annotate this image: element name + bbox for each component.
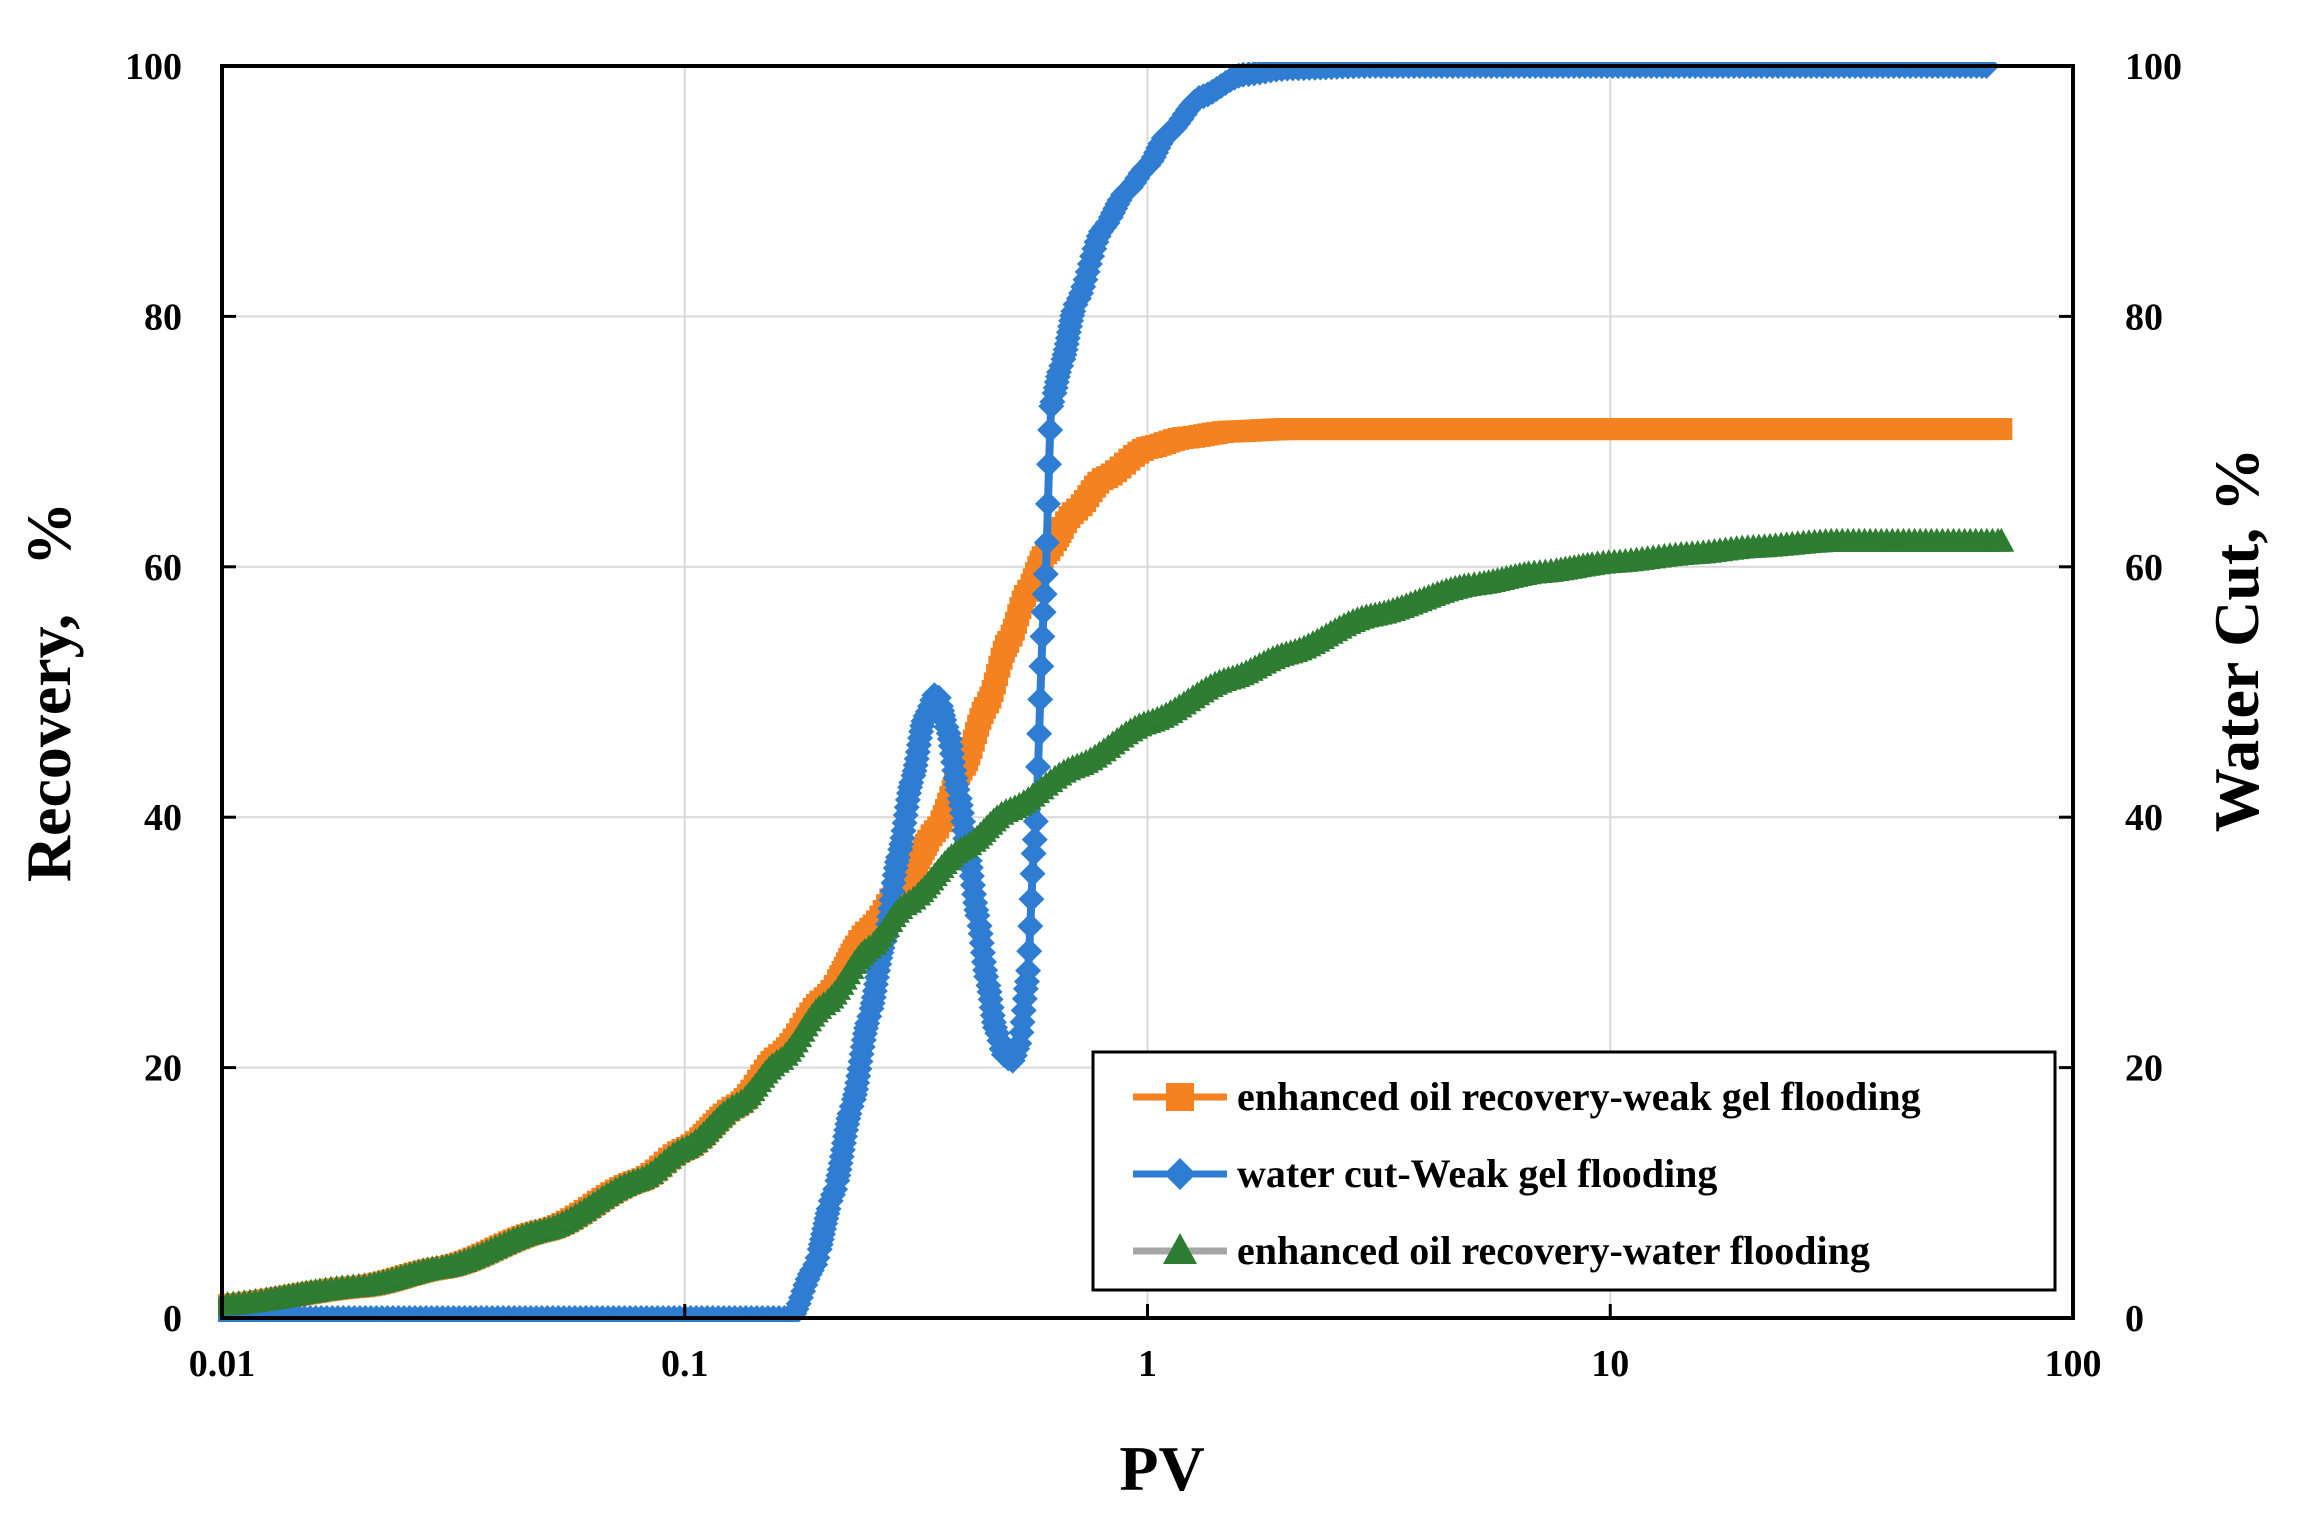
x-tick-label: 100	[2045, 1343, 2102, 1385]
data-point-diamond	[1026, 720, 1053, 747]
legend-label-2: water cut-Weak gel flooding	[1237, 1151, 1717, 1196]
y-left-tick-label: 100	[125, 46, 182, 88]
data-point-diamond	[1033, 529, 1060, 556]
x-tick-label: 10	[1591, 1343, 1629, 1385]
y-right-tick-label: 40	[2125, 797, 2163, 839]
series-3	[218, 527, 2015, 1316]
y-left-tick-label: 40	[144, 797, 182, 839]
y-right-tick-label: 0	[2125, 1298, 2144, 1340]
y-right-tick-label: 20	[2125, 1048, 2163, 1090]
x-tick-label: 1	[1138, 1343, 1157, 1385]
legend-item-water-cut: water cut-Weak gel flooding	[1133, 1151, 1717, 1196]
legend-label-3: enhanced oil recovery-water flooding	[1237, 1228, 1870, 1273]
data-point-diamond	[1037, 416, 1064, 443]
ticks	[220, 64, 2075, 1320]
y-left-tick-label: 80	[144, 296, 182, 338]
data-point-diamond	[1032, 561, 1059, 588]
y-right-tick-label: 60	[2125, 547, 2163, 589]
data-point-diamond	[1027, 686, 1054, 713]
data-point-diamond	[1019, 860, 1046, 887]
data-point-diamond	[1017, 913, 1044, 940]
data-point-triangle	[1988, 527, 2015, 552]
tick-labels: 0.01 0.1 1 10 100 0 20 40 60 80 100 0 20 40 60 80 100	[125, 46, 2182, 1385]
data-point-diamond	[1028, 653, 1055, 680]
data-point-diamond	[1031, 581, 1058, 608]
y-left-tick-label: 0	[163, 1298, 182, 1340]
y-left-tick-label: 60	[144, 547, 182, 589]
legend-item-weak-gel-recovery: enhanced oil recovery-weak gel flooding	[1133, 1074, 1921, 1119]
data-point-diamond	[1030, 599, 1057, 626]
data-point-square	[1990, 418, 2013, 441]
y-right-tick-label: 100	[2125, 46, 2182, 88]
y-left-axis-title: Recovery, %	[13, 502, 84, 882]
data-point-diamond	[1018, 886, 1045, 913]
x-axis-title: PV	[1119, 1433, 1204, 1504]
data-point-diamond	[1021, 826, 1048, 853]
legend-marker-diamond	[1164, 1158, 1196, 1190]
x-tick-label: 0.01	[189, 1343, 256, 1385]
y-right-axis-title: Water Cut, %	[2201, 448, 2272, 833]
data-point-diamond	[1034, 490, 1061, 517]
data-point-diamond	[1015, 957, 1042, 984]
data-point-diamond	[1036, 451, 1063, 478]
legend-label-1: enhanced oil recovery-weak gel flooding	[1237, 1074, 1921, 1119]
legend-box	[1091, 1050, 2057, 1292]
legend: enhanced oil recovery-weak gel flooding …	[1091, 1050, 2057, 1292]
legend-marker-triangle	[1163, 1233, 1197, 1264]
y-left-tick-label: 20	[144, 1048, 182, 1090]
data-point-diamond	[1016, 938, 1043, 965]
data-point-diamond	[1025, 753, 1052, 780]
data-point-diamond	[1029, 623, 1056, 650]
legend-item-water-flooding: enhanced oil recovery-water flooding	[1133, 1228, 1870, 1273]
x-tick-label: 0.1	[661, 1343, 709, 1385]
y-right-tick-label: 80	[2125, 296, 2163, 338]
grid	[222, 66, 2073, 1318]
legend-marker-square	[1166, 1083, 1194, 1111]
